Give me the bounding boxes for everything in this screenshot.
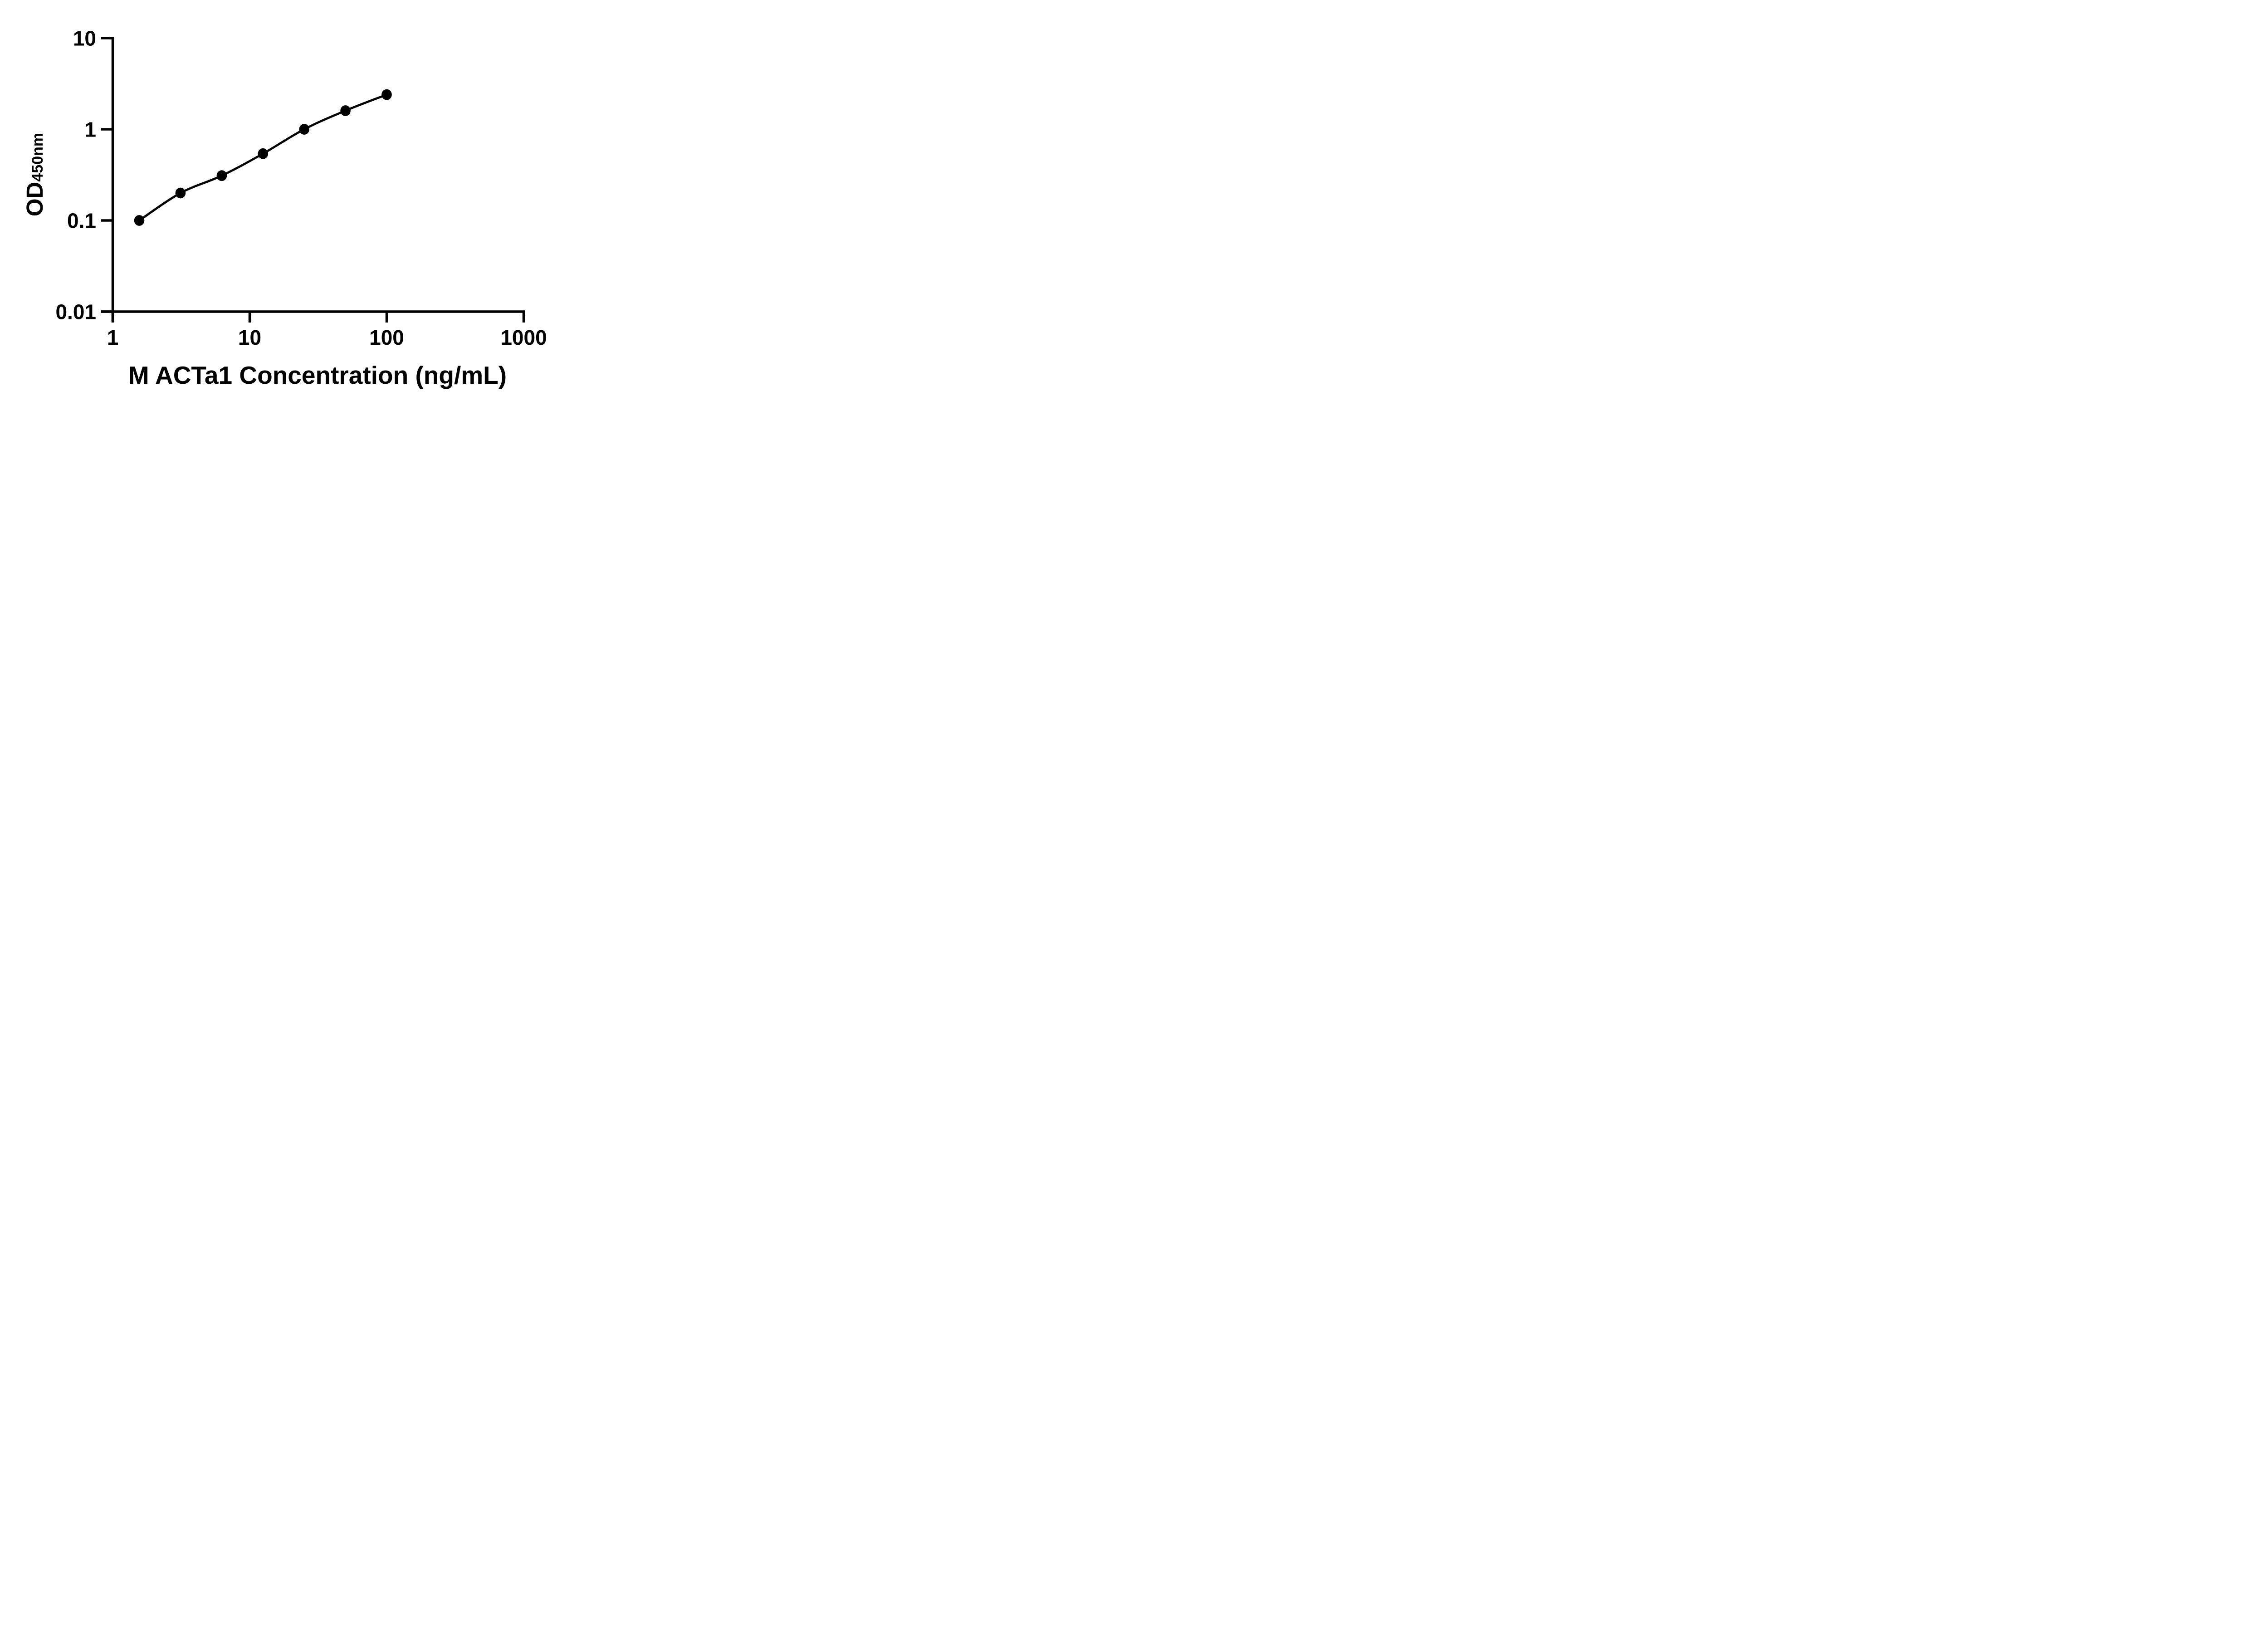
y-ticks <box>101 37 113 313</box>
data-point <box>340 105 351 116</box>
y-axis-title-main: OD <box>22 182 48 217</box>
data-point <box>381 89 392 100</box>
data-points <box>134 89 392 226</box>
x-tick-label: 1000 <box>500 326 547 349</box>
data-point <box>134 215 145 226</box>
y-tick-labels: 10 1 0.1 0.01 <box>55 27 96 324</box>
data-point <box>175 187 186 199</box>
y-tick-label: 0.01 <box>55 300 96 324</box>
y-tick-label: 1 <box>84 118 96 142</box>
y-axis-title-sub: 450nm <box>29 133 46 182</box>
data-point <box>258 148 269 159</box>
x-ticks <box>111 312 525 323</box>
chart-canvas: 10 1 0.1 0.01 1 10 100 1000 M ACTa1 Concentrat… <box>0 0 583 408</box>
data-point <box>299 124 309 135</box>
data-point <box>216 170 227 181</box>
x-axis-title: M ACTa1 Concentration (ng/mL) <box>128 361 507 389</box>
x-axis: 1 10 100 1000 <box>101 310 547 349</box>
y-axis-title: OD450nm <box>22 133 48 216</box>
y-tick-label: 10 <box>73 27 96 50</box>
standard-curve-chart: 10 1 0.1 0.01 1 10 100 1000 M ACTa1 Concentrat… <box>22 27 547 390</box>
y-axis: 10 1 0.1 0.01 <box>55 27 114 324</box>
x-tick-label: 1 <box>107 326 119 349</box>
y-tick-label: 0.1 <box>67 209 96 233</box>
x-tick-labels: 1 10 100 1000 <box>107 326 547 349</box>
x-tick-label: 100 <box>369 326 404 349</box>
x-tick-label: 10 <box>238 326 261 349</box>
